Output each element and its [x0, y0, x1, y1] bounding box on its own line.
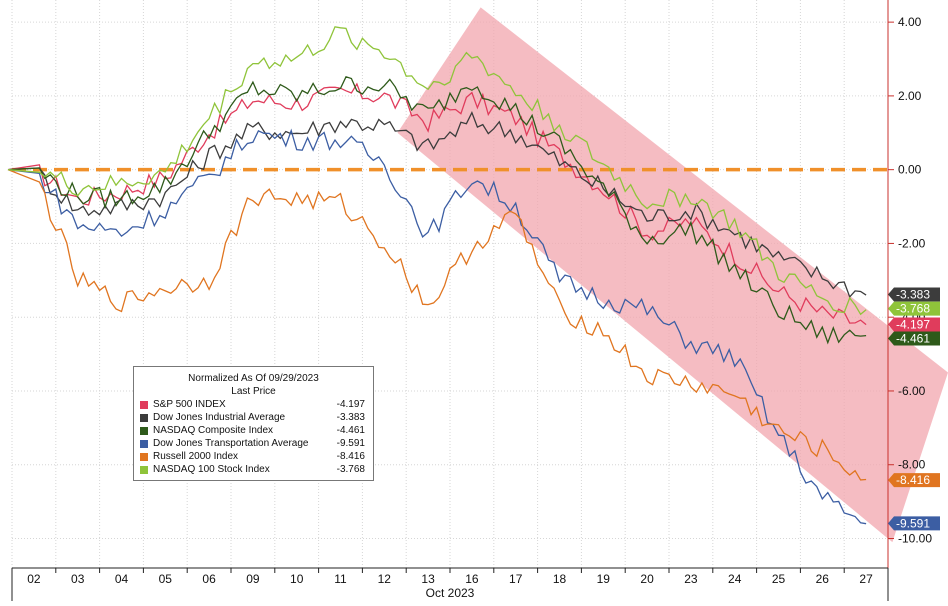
- series-line: [7, 26, 867, 316]
- trend-channel-shade: [397, 7, 948, 543]
- legend-entry: NASDAQ Composite Index -4.461: [134, 424, 373, 437]
- legend-entry: NASDAQ 100 Stock Index -3.768: [134, 463, 373, 476]
- series-last-value-tag: [888, 331, 940, 346]
- legend-swatch: [140, 400, 148, 409]
- x-axis-label: Oct 2023: [426, 586, 475, 600]
- legend-series-name: Dow Jones Transportation Average: [153, 438, 309, 449]
- x-tick-label: 06: [202, 572, 216, 586]
- x-tick-label: 13: [421, 572, 435, 586]
- legend-title: Normalized As Of 09/29/2023: [188, 373, 319, 384]
- series-line: [7, 82, 867, 326]
- series-last-value-label: -4.461: [896, 331, 930, 345]
- x-tick-label: 02: [27, 572, 41, 586]
- series-line: [7, 76, 867, 345]
- y-tick-label: -10.00: [898, 531, 932, 545]
- series-line: [7, 110, 867, 299]
- y-tick-label: -6.00: [898, 384, 926, 398]
- legend-entry: Dow Jones Transportation Average -9.591: [134, 437, 373, 450]
- x-tick-label: 11: [334, 572, 347, 586]
- y-tick-label: 4.00: [898, 15, 922, 29]
- series-line: [7, 128, 867, 525]
- y-tick-label: -8.00: [898, 458, 926, 472]
- legend-series-value: -4.197: [336, 399, 365, 410]
- series-line: [7, 169, 867, 481]
- x-tick-label: 25: [772, 572, 786, 586]
- legend-series-value: -3.383: [336, 412, 365, 423]
- y-tick-label: 2.00: [898, 89, 922, 103]
- x-tick-label: 18: [553, 572, 567, 586]
- chart-legend: Normalized As Of 09/29/2023 Last Price S…: [133, 366, 374, 481]
- x-tick-label: 19: [597, 572, 611, 586]
- legend-series-name: Dow Jones Industrial Average: [153, 412, 286, 423]
- y-tick-label: 0.00: [898, 163, 922, 177]
- x-tick-label: 20: [640, 572, 654, 586]
- series-last-value-label: -4.197: [896, 317, 930, 331]
- legend-series-name: Russell 2000 Index: [153, 451, 239, 462]
- x-tick-label: 26: [816, 572, 830, 586]
- series-last-value-tag: [888, 287, 940, 302]
- series-last-value-label: -9.591: [896, 516, 930, 530]
- series-last-value-tag: [888, 317, 940, 332]
- legend-series-value: -3.768: [336, 464, 365, 475]
- legend-swatch: [140, 452, 148, 461]
- legend-swatch: [140, 439, 148, 448]
- x-tick-label: 12: [378, 572, 392, 586]
- x-tick-label: 04: [115, 572, 129, 586]
- x-tick-label: 05: [159, 572, 173, 586]
- legend-series-value: -4.461: [336, 425, 365, 436]
- x-tick-label: 10: [290, 572, 304, 586]
- series-last-value-label: -8.416: [896, 473, 930, 487]
- series-last-value-tag: [888, 301, 940, 316]
- legend-series-name: NASDAQ 100 Stock Index: [153, 464, 270, 475]
- series-last-value-tag: [888, 473, 940, 488]
- legend-entry: S&P 500 INDEX -4.197: [134, 398, 373, 411]
- legend-subtitle: Last Price: [231, 386, 276, 397]
- legend-entry: Dow Jones Industrial Average -3.383: [134, 411, 373, 424]
- x-tick-label: 27: [859, 572, 873, 586]
- series-last-value-label: -3.768: [896, 302, 930, 316]
- legend-swatch: [140, 426, 148, 435]
- legend-series-value: -9.591: [336, 438, 365, 449]
- y-tick-label: -2.00: [898, 236, 926, 250]
- legend-series-name: S&P 500 INDEX: [153, 399, 226, 410]
- x-tick-label: 09: [246, 572, 260, 586]
- legend-series-value: -8.416: [336, 451, 365, 462]
- legend-swatch: [140, 465, 148, 474]
- x-tick-label: 23: [684, 572, 698, 586]
- x-tick-label: 03: [71, 572, 85, 586]
- x-tick-label: 17: [509, 572, 523, 586]
- legend-swatch: [140, 413, 148, 422]
- series-last-value-tag: [888, 516, 940, 531]
- series-last-value-label: -3.383: [896, 287, 930, 301]
- x-tick-label: 16: [465, 572, 479, 586]
- legend-entry: Russell 2000 Index -8.416: [134, 450, 373, 463]
- x-tick-label: 24: [728, 572, 742, 586]
- legend-series-name: NASDAQ Composite Index: [153, 425, 274, 436]
